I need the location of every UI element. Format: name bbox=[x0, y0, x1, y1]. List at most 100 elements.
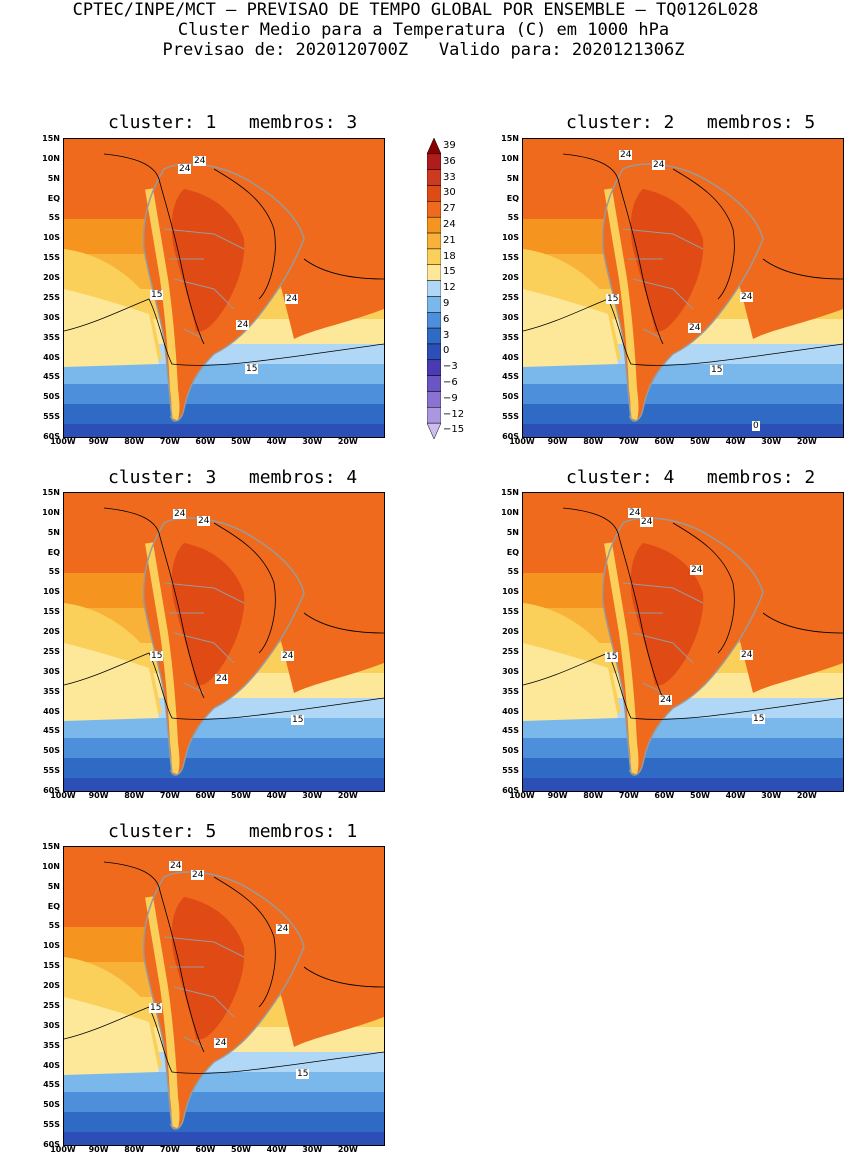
panel-title-cluster-5: cluster: 5 membros: 1 bbox=[108, 821, 358, 842]
colorbar-segment bbox=[426, 216, 442, 234]
map-cluster-5 bbox=[63, 846, 385, 1146]
andes-cool-strip bbox=[145, 188, 180, 421]
lat-tick-label: 20S bbox=[43, 627, 60, 637]
colorbar-tick-label: −15 bbox=[443, 424, 465, 436]
lat-tick-label: 55S bbox=[43, 1120, 60, 1130]
lon-tick-label: 50W bbox=[231, 791, 251, 800]
temperature-band bbox=[64, 1072, 384, 1092]
colorbar-segment bbox=[426, 280, 442, 297]
lat-tick-label: 10S bbox=[502, 587, 519, 597]
lon-tick-label: 60W bbox=[195, 437, 216, 446]
contour-label: 24 bbox=[619, 150, 633, 160]
lat-tick-label: 20S bbox=[502, 273, 519, 283]
temperature-band bbox=[523, 364, 843, 384]
colorbar-segment bbox=[426, 312, 442, 329]
lon-tick-label: 100W bbox=[509, 791, 535, 800]
contour-label: 24 bbox=[688, 323, 702, 333]
contour-label: 24 bbox=[640, 517, 654, 527]
lat-tick-label: 10S bbox=[43, 941, 60, 951]
temperature-field-svg bbox=[64, 847, 384, 1145]
lat-tick-label: 60S bbox=[43, 786, 60, 795]
panel-title-cluster-3: cluster: 3 membros: 4 bbox=[108, 467, 358, 488]
lon-tick-label: 80W bbox=[124, 1145, 145, 1154]
colorbar-tick-label: 30 bbox=[443, 187, 456, 199]
coastline bbox=[142, 871, 305, 1130]
country-borders bbox=[163, 936, 245, 1048]
lon-tick-label: 90W bbox=[88, 1145, 109, 1154]
temperature-band bbox=[523, 778, 843, 791]
lon-tick-label: 50W bbox=[231, 437, 251, 446]
temperature-band bbox=[64, 384, 384, 404]
panel-title-cluster-1: cluster: 1 membros: 3 bbox=[108, 112, 358, 133]
temperature-band bbox=[64, 997, 159, 1075]
lon-tick-label: 60W bbox=[654, 791, 675, 800]
lat-tick-label: 60S bbox=[43, 432, 60, 441]
contour-label: 24 bbox=[740, 650, 754, 660]
lon-tick-label: 20W bbox=[796, 437, 817, 446]
lon-tick-label: 20W bbox=[337, 437, 358, 446]
andes-cool-strip bbox=[145, 896, 180, 1129]
lat-tick-label: 5N bbox=[47, 173, 60, 183]
temperature-band bbox=[64, 778, 384, 791]
country-borders bbox=[622, 582, 704, 694]
contour-label: 15 bbox=[605, 652, 619, 662]
contour-line-24 bbox=[103, 153, 384, 345]
lat-tick-label: 30S bbox=[502, 312, 519, 322]
colorbar-segment bbox=[426, 327, 442, 345]
colorbar-segment bbox=[426, 391, 442, 408]
lat-tick-label: 45S bbox=[43, 372, 60, 382]
colorbar-segment bbox=[426, 375, 442, 392]
lon-tick-label: 80W bbox=[583, 437, 604, 446]
colorbar-tick-label: 3 bbox=[443, 329, 450, 341]
contour-label: 15 bbox=[606, 294, 620, 304]
lat-tick-label: 60S bbox=[502, 432, 519, 441]
lat-tick-label: 15S bbox=[43, 607, 60, 617]
coastline bbox=[142, 163, 305, 422]
contour-line-15 bbox=[523, 298, 843, 366]
lat-tick-label: 50S bbox=[43, 392, 60, 402]
lon-tick-label: 90W bbox=[88, 791, 109, 800]
temperature-band bbox=[64, 364, 384, 384]
contour-label: 15 bbox=[752, 714, 766, 724]
colorbar-segment bbox=[426, 343, 442, 361]
contour-label: 24 bbox=[652, 160, 666, 170]
contour-label: 24 bbox=[197, 516, 211, 526]
temperature-band bbox=[733, 533, 843, 693]
lon-tick-label: 80W bbox=[124, 791, 145, 800]
lat-tick-label: 20S bbox=[502, 627, 519, 637]
lat-tick-label: 45S bbox=[43, 1080, 60, 1090]
hot-core bbox=[630, 189, 704, 332]
map-cluster-4 bbox=[522, 492, 844, 792]
hot-core bbox=[171, 189, 245, 332]
colorbar-segment bbox=[426, 359, 442, 376]
contour-line-15 bbox=[523, 652, 843, 720]
contour-line-24 bbox=[562, 153, 843, 345]
contour-label: 15 bbox=[150, 290, 164, 300]
coastline bbox=[142, 517, 305, 776]
lon-tick-label: 100W bbox=[50, 437, 76, 446]
colorbar-tick-label: −12 bbox=[443, 408, 465, 420]
header-title: CPTEC/INPE/MCT — PREVISAO DE TEMPO GLOBA… bbox=[72, 0, 759, 20]
temperature-band bbox=[64, 718, 384, 738]
contour-line-24 bbox=[103, 861, 384, 1053]
colorbar-segment bbox=[426, 264, 442, 281]
lon-tick-label: 70W bbox=[159, 791, 180, 800]
lat-tick-label: 35S bbox=[43, 1040, 60, 1050]
lon-tick-label: 30W bbox=[761, 437, 782, 446]
colorbar-tick-label: 27 bbox=[443, 203, 456, 215]
lat-tick-label: 50S bbox=[43, 746, 60, 756]
contour-label: 15 bbox=[296, 1069, 310, 1079]
lat-tick-label: 60S bbox=[43, 1140, 60, 1149]
lon-tick-label: 40W bbox=[266, 437, 287, 446]
contour-label: 24 bbox=[276, 924, 290, 934]
lon-tick-label: 80W bbox=[124, 437, 145, 446]
andes-cool-strip bbox=[604, 542, 639, 775]
colorbar-tick-label: 12 bbox=[443, 282, 456, 294]
lon-tick-label: 30W bbox=[302, 791, 323, 800]
lat-tick-label: 15N bbox=[501, 134, 519, 143]
temperature-field-svg bbox=[523, 493, 843, 791]
colorbar-svg bbox=[426, 137, 442, 440]
lat-tick-label: 20S bbox=[43, 981, 60, 991]
lon-tick-label: 70W bbox=[159, 437, 180, 446]
lat-tick-label: 15N bbox=[501, 488, 519, 497]
